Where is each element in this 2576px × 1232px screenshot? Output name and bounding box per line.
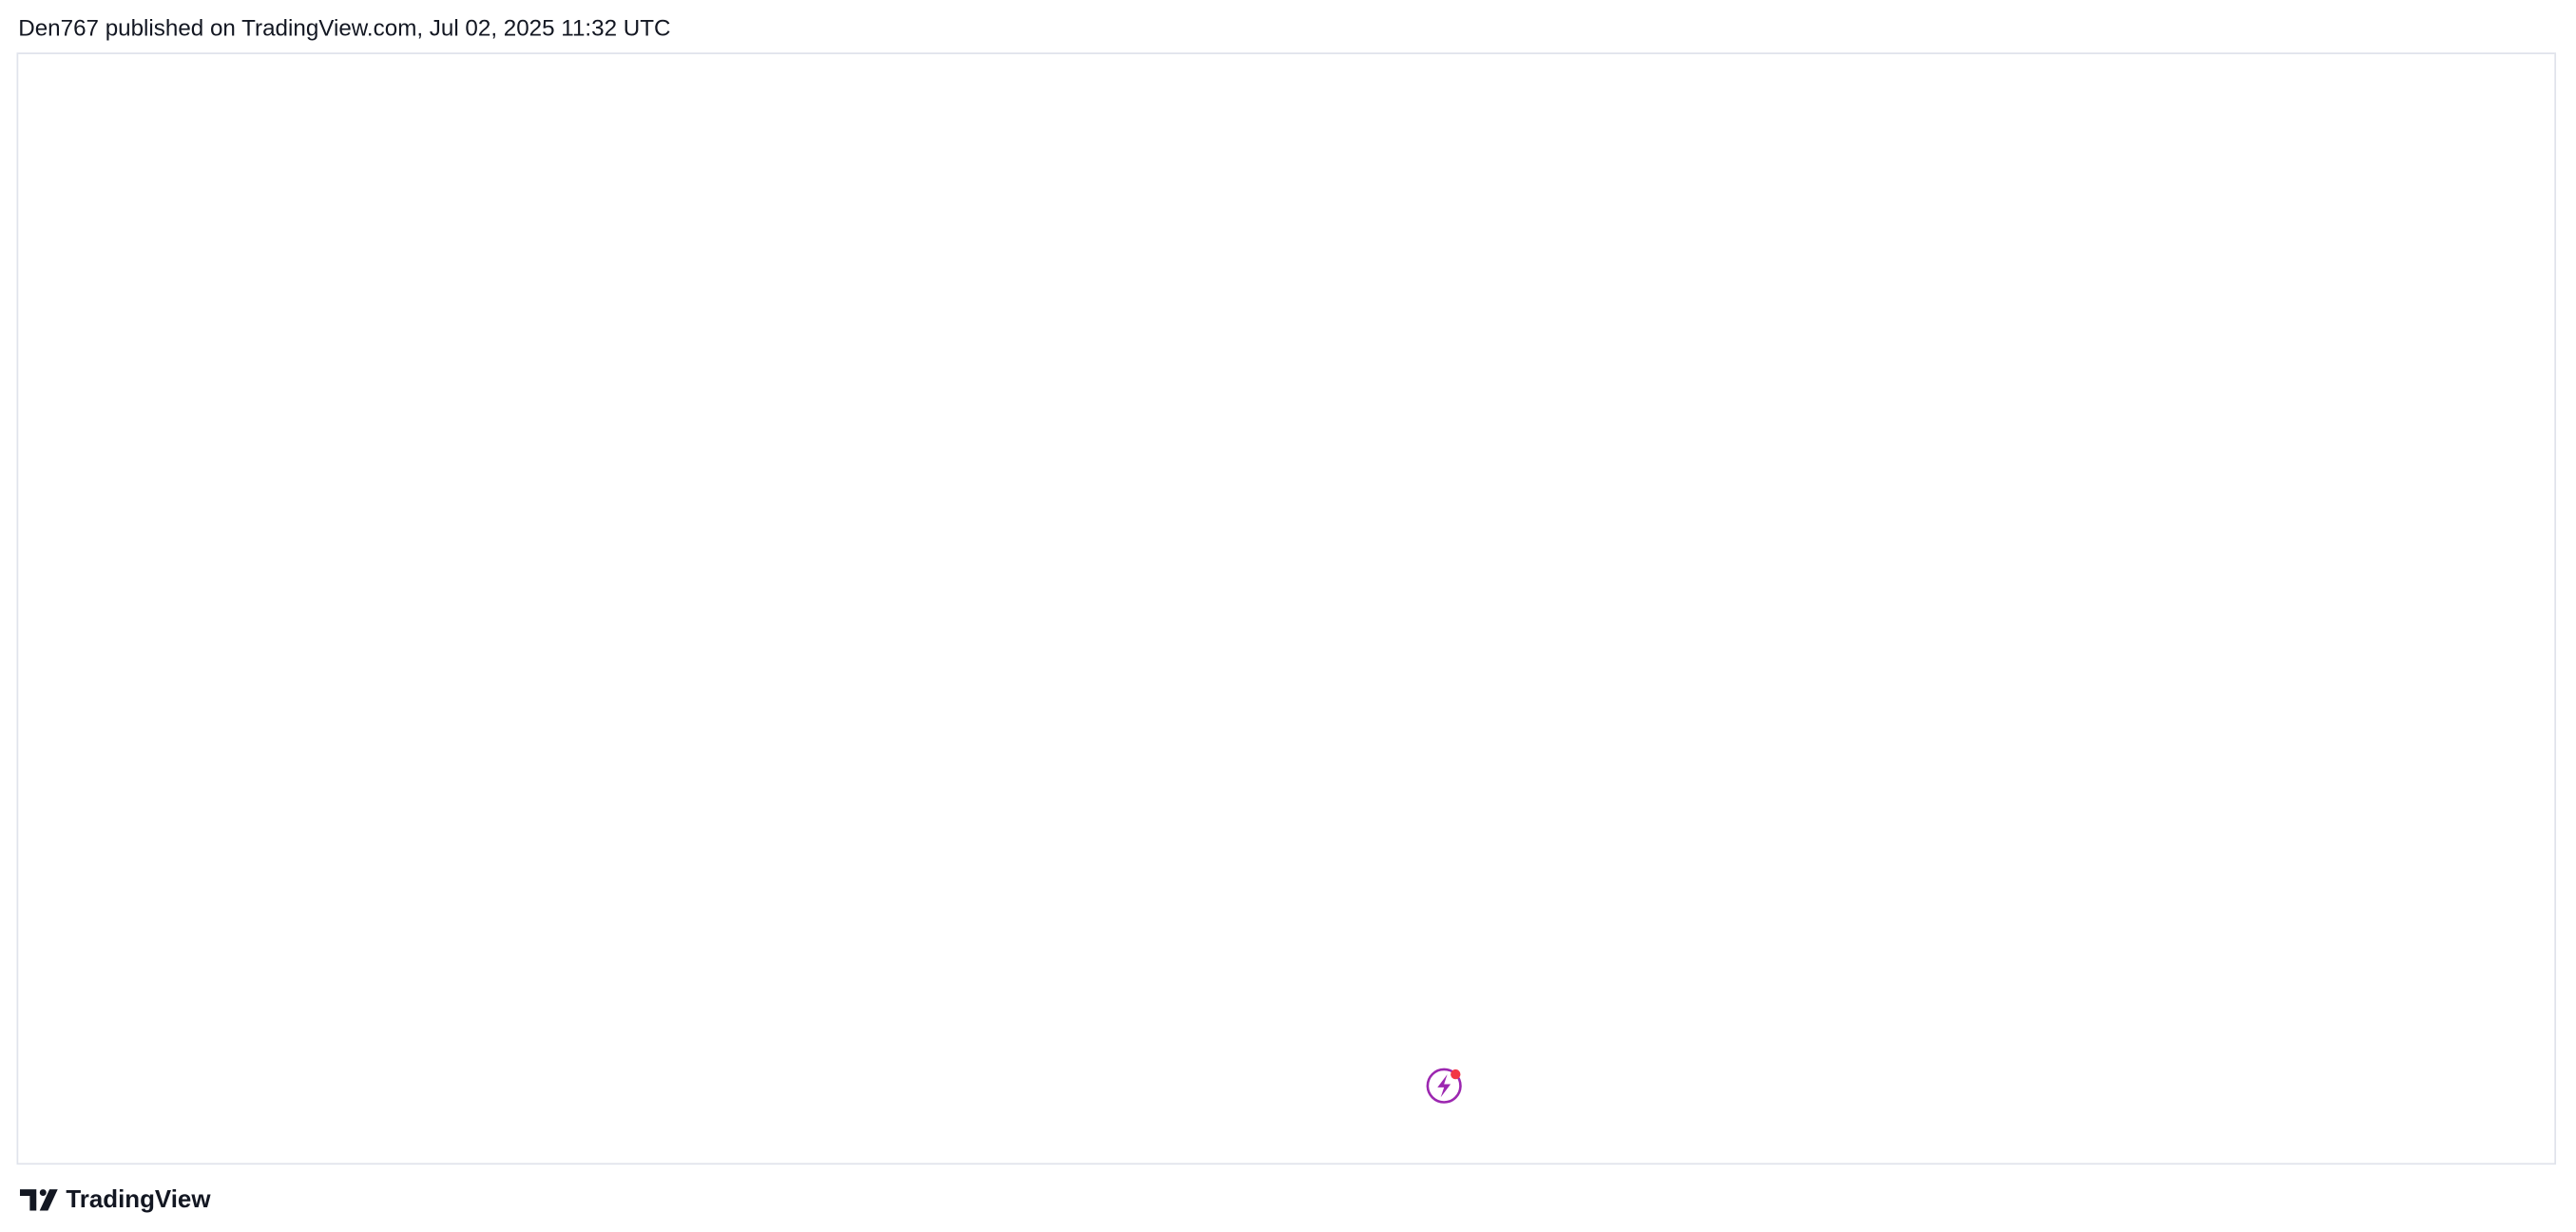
alert-icon	[1426, 1068, 1462, 1104]
legend	[23, 63, 1041, 135]
brand-name: TradingView	[66, 1186, 211, 1213]
legend-bg	[23, 63, 1041, 135]
frame	[16, 52, 2557, 1165]
source-line: Den767 published on TradingView.com, Jul…	[18, 15, 670, 41]
brand: TradingView	[19, 1186, 211, 1213]
